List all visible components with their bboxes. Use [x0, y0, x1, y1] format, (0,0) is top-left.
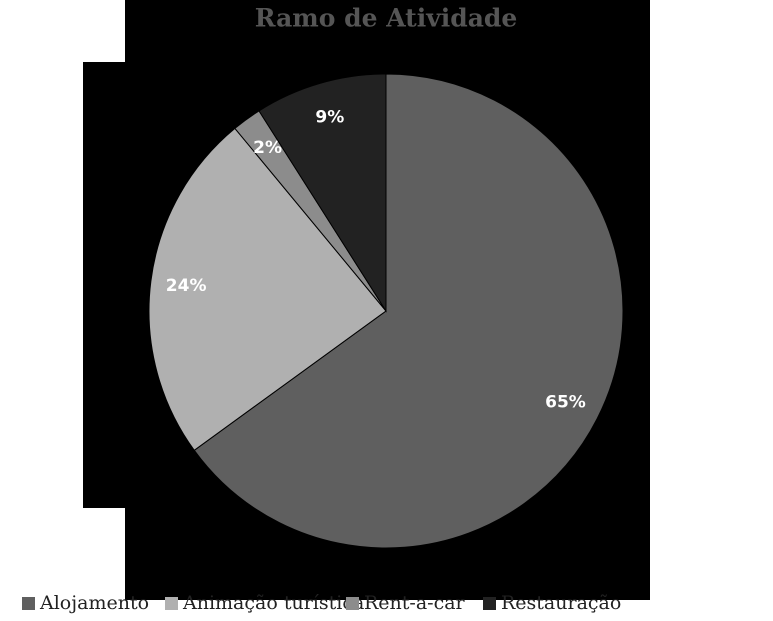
- legend-label: Rent-a-car: [364, 592, 466, 614]
- chart-background: [83, 62, 133, 508]
- data-label: 65%: [545, 392, 586, 412]
- legend-swatch: [22, 597, 35, 610]
- pie-slice: [148, 127, 387, 452]
- chart-title: Ramo de Atividade: [255, 4, 518, 33]
- legend-swatch: [346, 597, 359, 610]
- data-label: 9%: [315, 108, 344, 128]
- pie-slice: [193, 73, 624, 549]
- data-label: 2%: [253, 138, 282, 158]
- legend-swatch: [483, 597, 496, 610]
- legend-label: Restauração: [501, 592, 621, 614]
- data-label: 24%: [166, 276, 207, 296]
- legend-label: Alojamento: [39, 592, 149, 614]
- legend-label: Animação turística: [182, 592, 364, 614]
- legend-swatch: [165, 597, 178, 610]
- pie-slice: [258, 73, 387, 313]
